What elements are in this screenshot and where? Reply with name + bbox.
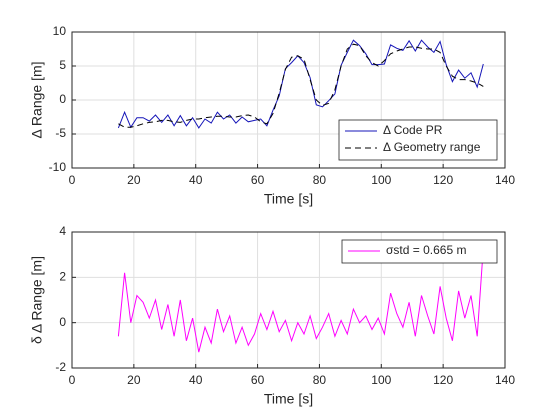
axes-box (71, 31, 506, 169)
legend-box (338, 119, 498, 161)
data-line (118, 43, 484, 128)
y-tick-label: -5 (55, 126, 66, 140)
x-tick-label: 140 (495, 173, 515, 187)
x-tick-label: 80 (313, 373, 327, 387)
legend-label: Δ Code PR (383, 123, 443, 137)
legend-label: σstd = 0.665 m (386, 243, 466, 257)
y-axis-label: δ Δ Range [m] (29, 256, 45, 344)
x-tick-label: 0 (69, 173, 76, 187)
x-axis-label: Time [s] (264, 391, 313, 407)
legend-box (341, 239, 498, 264)
x-tick-label: 120 (433, 173, 453, 187)
y-tick-label: 2 (59, 270, 66, 284)
legend-label: Δ Geometry range (383, 140, 481, 154)
x-tick-label: 60 (251, 173, 265, 187)
x-tick-label: 20 (127, 173, 141, 187)
y-tick-label: 5 (59, 58, 66, 72)
y-tick-label: -2 (55, 360, 66, 374)
data-line (117, 247, 484, 353)
x-tick-label: 80 (313, 173, 327, 187)
x-tick-label: 0 (69, 373, 76, 387)
y-tick-label: 0 (59, 92, 66, 106)
x-tick-label: 20 (127, 373, 141, 387)
x-axis-label: Time [s] (264, 191, 313, 207)
data-line (117, 39, 484, 129)
y-tick-label: 4 (59, 224, 66, 238)
x-tick-label: 100 (371, 373, 391, 387)
x-tick-label: 40 (189, 373, 203, 387)
x-tick-label: 120 (433, 373, 453, 387)
y-tick-label: -10 (49, 160, 67, 174)
y-axis-label: Δ Range [m] (29, 61, 45, 138)
x-tick-label: 60 (251, 373, 265, 387)
x-tick-label: 140 (495, 373, 515, 387)
y-tick-label: 0 (59, 315, 66, 329)
y-tick-label: 10 (53, 24, 67, 38)
axes-box (71, 231, 506, 369)
x-tick-label: 100 (371, 173, 391, 187)
x-tick-label: 40 (189, 173, 203, 187)
